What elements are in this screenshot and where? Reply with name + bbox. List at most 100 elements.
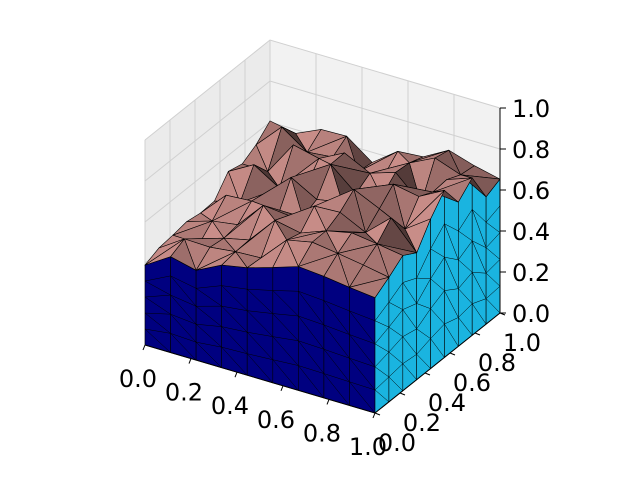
y-tick-mark bbox=[374, 412, 381, 416]
front-face-edge bbox=[323, 349, 350, 359]
x-tick-label: 0.6 bbox=[257, 406, 295, 434]
axes-lines bbox=[142, 107, 506, 419]
front-face-edge bbox=[349, 310, 376, 322]
side-face-edge bbox=[416, 277, 431, 280]
side-face-edge bbox=[388, 336, 403, 353]
front-face-edge bbox=[323, 349, 350, 382]
front-face-edge bbox=[170, 275, 197, 289]
x-tick-label: 0.0 bbox=[119, 365, 157, 393]
front-face-edge bbox=[144, 280, 171, 296]
side-face-edge bbox=[458, 317, 473, 336]
z-tick-label: 0.6 bbox=[512, 177, 550, 205]
side-face-edge bbox=[416, 278, 431, 304]
front-face-edge bbox=[247, 310, 273, 337]
front-face-edge bbox=[196, 285, 222, 289]
side-face-edge bbox=[430, 257, 445, 279]
side-face-edge bbox=[416, 328, 431, 339]
side-face-edge bbox=[388, 326, 403, 337]
front-face-edge bbox=[298, 291, 325, 326]
front-face-edge bbox=[170, 313, 197, 325]
surface-facet bbox=[323, 253, 350, 288]
front-face-edge bbox=[195, 306, 222, 327]
front-face-edge bbox=[298, 340, 325, 374]
front-face-edge bbox=[196, 323, 222, 327]
z-tick-label: 0.0 bbox=[512, 300, 550, 328]
front-face-edge bbox=[221, 305, 248, 333]
side-face-edge bbox=[444, 257, 459, 289]
side-face-edge bbox=[430, 278, 445, 291]
front-face-edge bbox=[144, 328, 171, 334]
front-face-edge bbox=[247, 310, 273, 314]
y-tick-label: 0.2 bbox=[403, 409, 441, 437]
y-tick-mark bbox=[424, 372, 431, 376]
front-face-edge bbox=[195, 288, 222, 307]
side-face-edge bbox=[416, 308, 431, 330]
grid-line-z bbox=[144, 39, 501, 141]
front-face-edge bbox=[221, 326, 248, 333]
front-face-edge bbox=[323, 373, 350, 383]
side-face-edge bbox=[416, 338, 431, 355]
front-face-edge bbox=[144, 296, 171, 315]
front-face-cell bbox=[221, 264, 248, 376]
side-face-edge bbox=[416, 354, 431, 369]
front-face-edge bbox=[272, 359, 299, 366]
surface-facet bbox=[272, 239, 299, 268]
front-face-edge bbox=[323, 324, 350, 335]
side-face-edge bbox=[388, 301, 403, 310]
x-tick-label: 0.4 bbox=[211, 392, 249, 420]
front-face-edge bbox=[170, 314, 197, 343]
front-face-edge bbox=[247, 288, 273, 314]
front-face-cell bbox=[246, 267, 274, 384]
y-tick-mark bbox=[474, 332, 481, 336]
front-face-edge bbox=[349, 381, 376, 414]
front-face-edge bbox=[298, 315, 325, 350]
front-face-edge bbox=[349, 357, 376, 368]
side-face-edge bbox=[444, 256, 459, 261]
front-face-edge bbox=[349, 334, 376, 345]
side-face-edge bbox=[388, 351, 403, 364]
side-face-edge bbox=[374, 320, 389, 328]
x-tick-mark bbox=[372, 412, 376, 419]
y-tick-label: 1.0 bbox=[503, 329, 541, 357]
front-face-edge bbox=[195, 341, 222, 368]
side-face-edge bbox=[444, 290, 459, 318]
side-face-edge bbox=[388, 363, 403, 378]
side-face-edge bbox=[444, 323, 459, 347]
side-face-edge bbox=[430, 323, 445, 339]
side-face-edge bbox=[444, 288, 459, 291]
front-face-edge bbox=[195, 324, 222, 348]
front-face-edge bbox=[247, 331, 273, 337]
x-tick-mark bbox=[280, 385, 284, 391]
side-face-edge bbox=[444, 223, 459, 232]
front-face-edge bbox=[221, 285, 248, 290]
z-tick-label: 0.4 bbox=[512, 218, 550, 246]
side-face-edge bbox=[402, 282, 417, 304]
front-face-cell bbox=[323, 275, 350, 406]
front-face-edge bbox=[247, 332, 273, 360]
side-face-edge bbox=[388, 309, 403, 328]
front-face-edge bbox=[272, 336, 299, 342]
side-face-edge bbox=[402, 336, 417, 355]
side-face-edge bbox=[402, 354, 417, 364]
side-face-edge bbox=[472, 240, 487, 248]
side-face-edge bbox=[430, 308, 445, 325]
front-face-edge bbox=[170, 333, 197, 361]
y-tick-label: 0.6 bbox=[453, 369, 491, 397]
front-face-edge bbox=[170, 294, 197, 307]
side-face-edge bbox=[485, 247, 501, 260]
front-face-cell bbox=[297, 266, 325, 399]
front-face-cell bbox=[170, 256, 197, 361]
front-face-edge bbox=[298, 340, 324, 350]
front-face-edge bbox=[323, 324, 350, 359]
side-face-edge bbox=[374, 366, 390, 378]
front-face-edge bbox=[349, 381, 376, 391]
front-face-edge bbox=[349, 310, 376, 344]
front-face-edge bbox=[144, 294, 171, 298]
front-face-edge bbox=[272, 359, 299, 391]
x-tick-mark bbox=[188, 358, 192, 364]
front-face-edge bbox=[144, 312, 171, 315]
side-face-cell bbox=[444, 189, 459, 359]
mesh-solid bbox=[144, 120, 501, 414]
side-face-edge bbox=[472, 298, 487, 304]
front-face-edge bbox=[144, 275, 171, 282]
